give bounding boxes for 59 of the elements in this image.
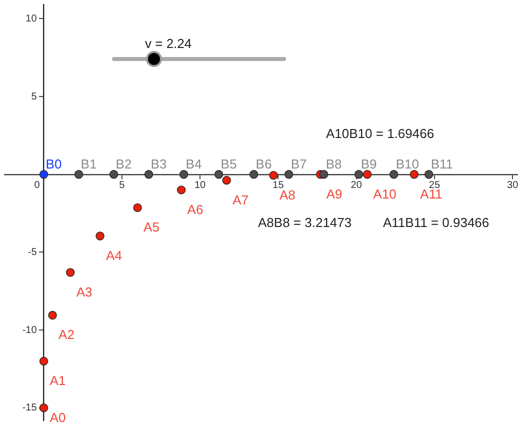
data-label: B1	[80, 156, 97, 172]
data-label: B9	[360, 156, 377, 172]
point	[109, 170, 118, 179]
point	[39, 356, 48, 366]
y-tick-label: 10	[26, 13, 38, 24]
data-label: B7	[290, 156, 307, 172]
point	[354, 170, 364, 179]
data-label: B0	[46, 156, 62, 172]
annotation: A8B8 = 3.21473	[258, 215, 352, 230]
point	[269, 170, 278, 180]
y-tick-label: -15	[22, 402, 38, 414]
data-label: A7	[232, 192, 249, 208]
data-label: B10	[396, 156, 419, 172]
point	[389, 170, 398, 179]
point	[284, 170, 294, 179]
data-label: B5	[220, 156, 237, 172]
point	[48, 310, 57, 320]
data-label: B3	[150, 156, 167, 172]
data-label: A1	[50, 373, 66, 388]
data-label: B11	[430, 156, 454, 172]
point	[66, 268, 75, 277]
x-tick-label: 30	[507, 180, 519, 192]
data-label: A10	[373, 186, 396, 202]
point	[176, 186, 186, 194]
x-tick-label: 20	[350, 180, 362, 192]
point	[362, 170, 372, 179]
point	[222, 176, 231, 185]
point	[144, 170, 154, 179]
annotation: v = 2.24	[145, 36, 192, 51]
x-tick-label: 10	[194, 180, 206, 192]
point	[179, 170, 188, 179]
data-label: A0	[50, 410, 66, 425]
annotation: A10B10 = 1.69466	[326, 126, 434, 141]
data-label: A2	[58, 327, 74, 342]
y-tick-label: 5	[31, 91, 38, 102]
point	[96, 232, 104, 240]
point	[410, 170, 419, 179]
data-label: B4	[186, 156, 202, 172]
data-label: A5	[144, 220, 160, 235]
point	[249, 170, 258, 179]
point	[39, 170, 48, 179]
data-label: A9	[326, 186, 342, 202]
annotation: A11B11 = 0.93466	[383, 215, 490, 230]
data-label: A4	[106, 248, 122, 264]
point	[74, 170, 84, 179]
data-label: B6	[256, 156, 272, 172]
point	[424, 170, 434, 179]
point	[39, 404, 48, 412]
data-label: B8	[326, 156, 342, 172]
point	[319, 170, 328, 179]
data-label: B2	[116, 156, 132, 172]
point	[133, 203, 142, 212]
x-tick-label: 5	[119, 180, 126, 192]
x-tick-label: 0	[34, 180, 40, 192]
y-tick-label: -5	[28, 246, 38, 258]
y-tick-label: -10	[22, 324, 38, 336]
data-label: A3	[76, 284, 92, 300]
point	[214, 170, 224, 179]
data-label: A6	[187, 202, 204, 217]
